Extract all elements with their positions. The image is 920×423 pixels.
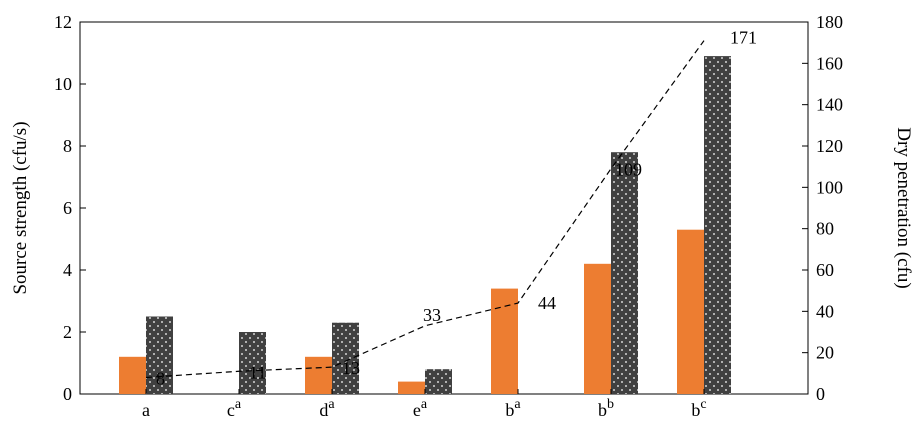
bar-series-2 xyxy=(146,316,173,394)
bar-series-2 xyxy=(611,152,638,394)
line-layer: 8 11 13 33 44 109 171 xyxy=(145,28,757,388)
bar-series-1 xyxy=(305,356,332,394)
y2-axis-title: Dry penetration (cfu) xyxy=(893,127,914,288)
y2-tick-label: 140 xyxy=(816,95,843,115)
x-tick-label: bb xyxy=(598,397,614,420)
line-data-label: 33 xyxy=(423,305,441,325)
x-tick-label: da xyxy=(319,397,335,420)
line-data-label: 8 xyxy=(156,368,165,388)
y-tick-label: 6 xyxy=(63,198,72,218)
y2-tick-label: 160 xyxy=(816,53,843,73)
y-tick-label: 8 xyxy=(63,136,72,156)
y2-tick-label: 80 xyxy=(816,219,834,239)
x-tick-label: ba xyxy=(505,397,521,420)
y2-tick-label: 20 xyxy=(816,343,834,363)
y2-tick-label: 180 xyxy=(816,12,843,32)
x-tick-label: ca xyxy=(227,397,242,420)
y-tick-label: 4 xyxy=(63,260,72,280)
y-axis-title: Source strength (cfu/s) xyxy=(10,121,31,294)
x-tick-label: ea xyxy=(413,397,428,420)
y2-tick-label: 120 xyxy=(816,136,843,156)
bar-series-1 xyxy=(491,288,518,394)
y2-tick-label: 60 xyxy=(816,260,834,280)
bar-group xyxy=(119,56,731,394)
bar-series-2 xyxy=(704,56,731,394)
y2-tick-label: 0 xyxy=(816,384,825,404)
x-tick-label: bc xyxy=(691,397,706,420)
line-series xyxy=(145,40,705,379)
line-data-label: 11 xyxy=(249,362,266,382)
line-data-label: 13 xyxy=(342,358,360,378)
bar-series-1 xyxy=(584,263,611,394)
bar-series-2 xyxy=(332,322,359,394)
line-data-label: 44 xyxy=(538,293,556,313)
bar-series-2 xyxy=(239,332,266,394)
y-tick-label: 10 xyxy=(54,74,72,94)
bar-series-1 xyxy=(119,356,146,394)
line-data-label: 109 xyxy=(615,160,642,180)
y2-tick-label: 40 xyxy=(816,301,834,321)
y-tick-label: 2 xyxy=(63,322,72,342)
y-tick-label: 12 xyxy=(54,12,72,32)
x-tick-label: a xyxy=(142,400,150,420)
bar-series-1 xyxy=(398,381,425,394)
y-tick-label: 0 xyxy=(63,384,72,404)
bar-series-2 xyxy=(425,369,452,394)
bar-series-1 xyxy=(677,229,704,394)
y2-tick-label: 100 xyxy=(816,177,843,197)
line-data-label: 171 xyxy=(730,28,757,48)
